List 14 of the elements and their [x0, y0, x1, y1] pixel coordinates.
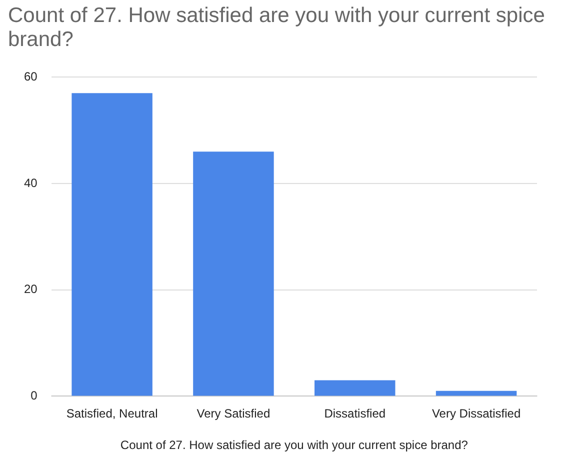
- x-tick-label: Very Dissatisfied: [432, 406, 521, 421]
- bar: [436, 390, 517, 396]
- y-tick-label: 20: [24, 282, 38, 296]
- bar: [193, 152, 274, 396]
- x-tick-label: Very Satisfied: [196, 406, 270, 421]
- y-tick-label: 0: [30, 388, 38, 403]
- bar: [314, 380, 396, 396]
- x-axis-title: Count of 27. How satisfied are you with your current spice brand?: [120, 438, 468, 452]
- x-tick-label: Satisfied, Neutral: [66, 406, 158, 421]
- y-tick-label: 60: [24, 70, 38, 84]
- bar: [72, 93, 152, 396]
- y-tick-label: 40: [24, 176, 38, 190]
- x-tick-label: Dissatisfied: [324, 406, 386, 421]
- chart-title: Count of 27. How satisfied are you with your current spice brand?: [8, 4, 546, 52]
